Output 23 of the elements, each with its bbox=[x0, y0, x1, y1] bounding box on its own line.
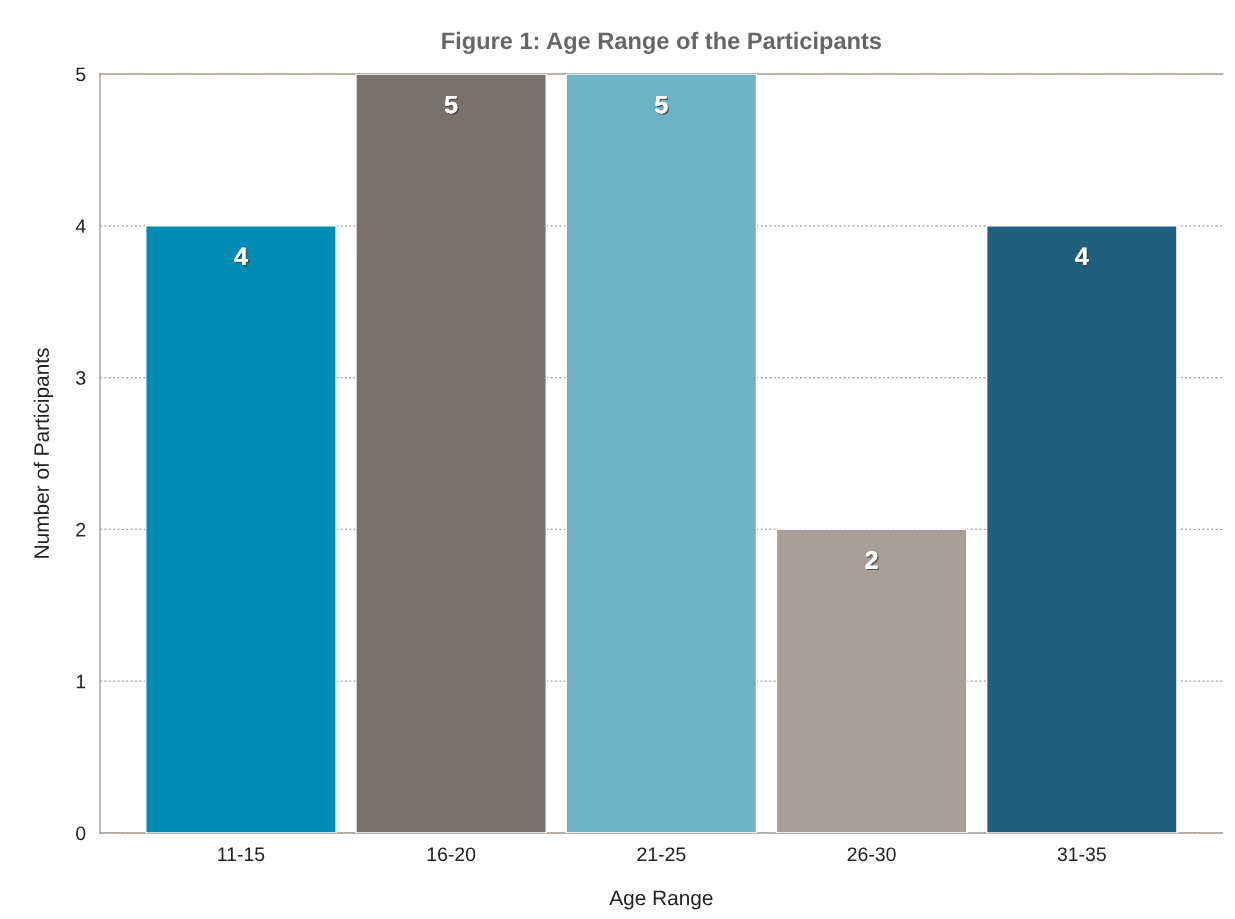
y-tick-label: 5 bbox=[76, 67, 86, 82]
bar bbox=[565, 73, 758, 833]
x-tick-label: 11-15 bbox=[218, 847, 265, 862]
bar bbox=[145, 225, 337, 833]
x-tick-label: 31-35 bbox=[1057, 847, 1106, 862]
x-axis-title: Age Range bbox=[609, 890, 713, 910]
y-tick-label: 2 bbox=[76, 522, 86, 537]
y-tick-label: 3 bbox=[76, 371, 86, 385]
y-tick-label: 1 bbox=[76, 674, 86, 689]
x-tick-label: 16-20 bbox=[427, 847, 476, 862]
data-label: 2 bbox=[865, 551, 879, 571]
chart-title: Figure 1: Age Range of the Participants bbox=[442, 31, 882, 54]
data-label: 4 bbox=[234, 247, 250, 267]
x-tick-label: 21-25 bbox=[637, 847, 686, 862]
y-tick-label: 4 bbox=[75, 219, 86, 233]
bar bbox=[985, 225, 1178, 833]
data-label: 5 bbox=[655, 96, 669, 115]
x-tick-label: 26-30 bbox=[847, 847, 896, 862]
data-label: 4 bbox=[1075, 247, 1090, 267]
y-tick-label: 0 bbox=[76, 826, 86, 841]
bar bbox=[355, 73, 547, 833]
data-label: 5 bbox=[444, 96, 459, 115]
y-axis-title: Number of Participants bbox=[33, 348, 54, 558]
